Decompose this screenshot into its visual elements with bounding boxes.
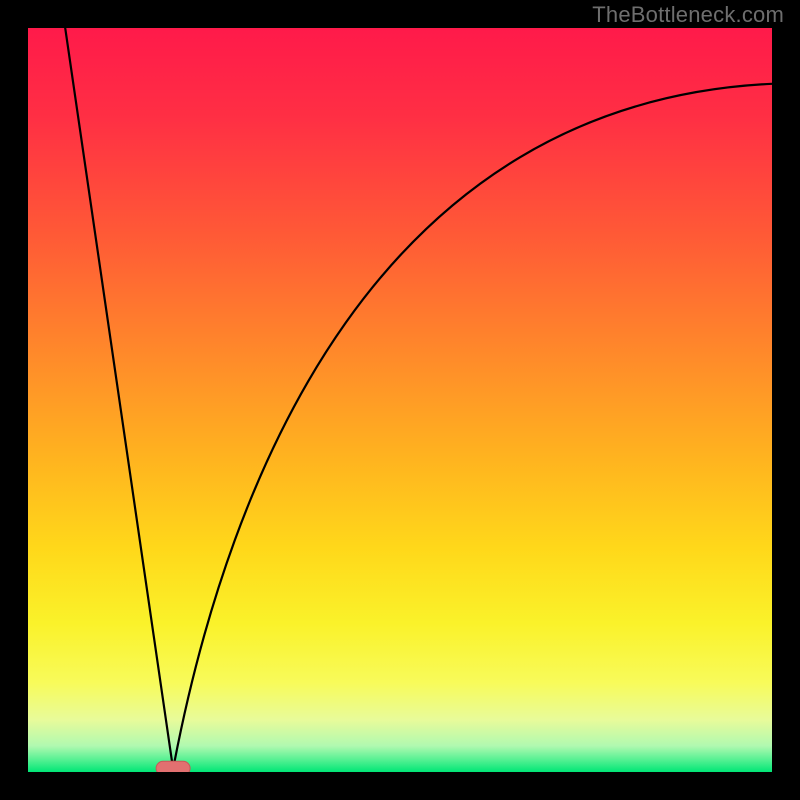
chart-container: { "watermark": { "text": "TheBottleneck.… bbox=[0, 0, 800, 800]
plot-area bbox=[28, 28, 772, 772]
watermark-text: TheBottleneck.com bbox=[592, 2, 784, 28]
gradient-background bbox=[28, 28, 772, 772]
